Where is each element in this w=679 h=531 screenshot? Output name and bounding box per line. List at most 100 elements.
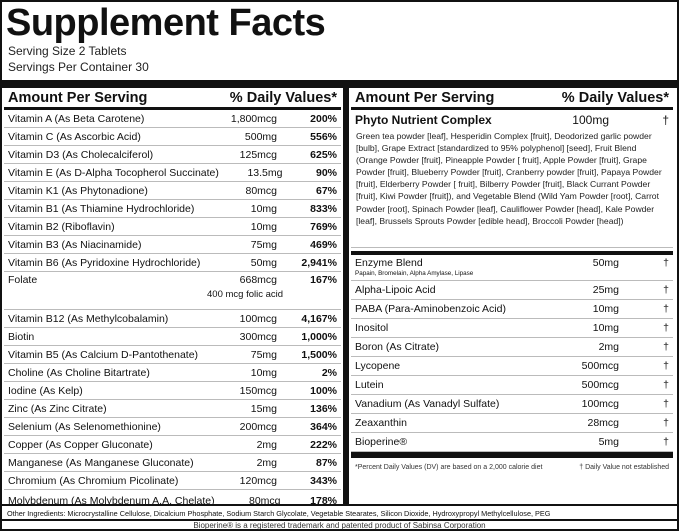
nutrient-name: Vanadium (As Vanadyl Sulfate) xyxy=(355,398,500,410)
nutrient-dv: 1,000% xyxy=(301,330,337,343)
nutrient-amount: 10mg xyxy=(250,202,277,215)
nutrient-dv: 222% xyxy=(310,438,337,451)
nutrient-amount: 10mg xyxy=(592,303,619,315)
nutrient-row: Folate 668mcg 400 mcg folic acid 167% xyxy=(4,272,341,310)
nutrient-row: PABA (Para-Aminobenzoic Acid) 10mg † xyxy=(351,300,673,319)
nutrient-dv: † xyxy=(663,284,669,296)
nutrient-name: Vitamin B1 (As Thiamine Hydrochloride) xyxy=(8,202,195,215)
phyto-description: Green tea powder [leaf], Hesperidin Comp… xyxy=(351,130,673,248)
divider-bar xyxy=(2,80,677,88)
nutrient-dv: 4,167% xyxy=(301,312,337,325)
nutrient-row: Vitamin B1 (As Thiamine Hydrochloride) 10… xyxy=(4,200,341,218)
nutrient-amount: 10mg xyxy=(250,366,277,379)
nutrient-sub: 400 mcg folic acid xyxy=(207,289,284,300)
nutrient-name: Vitamin B6 (As Pyridoxine Hydrochloride) xyxy=(8,256,201,269)
nutrient-name: Boron (As Citrate) xyxy=(355,341,440,353)
phyto-row: Phyto Nutrient Complex 100mg † xyxy=(351,110,673,130)
nutrient-amount: 28mcg xyxy=(587,417,619,429)
nutrient-name: Enzyme Blend xyxy=(355,257,423,269)
nutrient-dv: † xyxy=(663,360,669,372)
nutrient-dv: 769% xyxy=(310,220,337,233)
nutrient-name: Iodine (As Kelp) xyxy=(8,384,83,397)
nutrient-row: Chromium (As Chromium Picolinate) 120mcg 3… xyxy=(4,472,341,490)
nutrient-row: Vitamin D3 (As Cholecalciferol) 125mcg 625… xyxy=(4,146,341,164)
header-amount: Amount Per Serving xyxy=(355,90,495,106)
nutrient-name: Folate xyxy=(8,274,38,286)
left-header: Amount Per Serving % Daily Values* xyxy=(4,88,341,110)
nutrient-name: Phyto Nutrient Complex xyxy=(355,113,492,127)
nutrient-dv: † xyxy=(663,322,669,334)
nutrient-dv: † xyxy=(663,398,669,410)
nutrient-amount: 668mcg 400 mcg folic acid xyxy=(207,274,284,300)
nutrient-amount: 2mg xyxy=(256,438,277,451)
nutrient-dv: 364% xyxy=(310,420,337,433)
footnote-dagger: † Daily Value not established xyxy=(579,464,669,471)
nutrient-name: Selenium (As Selenomethionine) xyxy=(8,420,161,433)
header-amount: Amount Per Serving xyxy=(8,90,148,106)
nutrient-row: Bioperine® 5mg † xyxy=(351,433,673,452)
nutrient-row: Vitamin B5 (As Calcium D-Pantothenate) 75… xyxy=(4,346,341,364)
divider-bar xyxy=(351,452,673,458)
nutrient-amount: 5mg xyxy=(598,436,619,448)
nutrient-row: Selenium (As Selenomethionine) 200mcg 364% xyxy=(4,418,341,436)
nutrient-name: Vitamin B2 (Riboflavin) xyxy=(8,220,115,233)
nutrient-row: Manganese (As Manganese Gluconate) 2mg 87% xyxy=(4,454,341,472)
nutrient-dv: 167% xyxy=(310,274,337,286)
right-header: Amount Per Serving % Daily Values* xyxy=(351,88,673,110)
nutrient-name: Bioperine® xyxy=(355,436,408,448)
column-divider xyxy=(343,88,349,504)
nutrient-amount: 25mg xyxy=(592,284,619,296)
nutrient-row: Vanadium (As Vanadyl Sulfate) 100mcg † xyxy=(351,395,673,414)
nutrient-amount: 150mcg xyxy=(239,384,277,397)
nutrient-row: Lutein 500mcg † xyxy=(351,376,673,395)
nutrient-row: Lycopene 500mcg † xyxy=(351,357,673,376)
nutrient-row: Vitamin E (As D-Alpha Tocopherol Succina… xyxy=(4,164,341,182)
nutrient-amount: 120mcg xyxy=(239,474,277,487)
nutrient-name: Vitamin B12 (As Methylcobalamin) xyxy=(8,312,169,325)
nutrient-row: Vitamin A (As Beta Carotene) 1,800mcg 200% xyxy=(4,110,341,128)
nutrient-name: Vitamin B5 (As Calcium D-Pantothenate) xyxy=(8,348,199,361)
nutrient-row: Vitamin B12 (As Methylcobalamin) 100mcg 4,… xyxy=(4,310,341,328)
nutrient-dv: 625% xyxy=(310,148,337,161)
nutrient-row: Zeaxanthin 28mcg † xyxy=(351,414,673,433)
nutrient-amount: 15mg xyxy=(250,402,277,415)
nutrient-name: Lutein xyxy=(355,379,384,391)
nutrient-amount: 75mg xyxy=(250,238,277,251)
nutrient-amount: 500mg xyxy=(244,130,277,143)
serving-size: Serving Size 2 Tablets xyxy=(8,44,127,58)
nutrient-name: Vitamin D3 (As Cholecalciferol) xyxy=(8,148,154,161)
nutrient-name: Lycopene xyxy=(355,360,401,372)
nutrient-amount: 500mcg xyxy=(581,379,619,391)
nutrient-amount: 100mcg xyxy=(239,312,277,325)
nutrient-dv: 343% xyxy=(310,474,337,487)
nutrient-dv: 100% xyxy=(310,384,337,397)
nutrient-name: Vitamin E (As D-Alpha Tocopherol Succina… xyxy=(8,166,219,179)
nutrient-amount: 500mcg xyxy=(581,360,619,372)
nutrient-amount: 10mg xyxy=(592,322,619,334)
nutrient-dv: 200% xyxy=(310,112,337,125)
nutrient-row: Zinc (As Zinc Citrate) 15mg 136% xyxy=(4,400,341,418)
nutrient-row: Vitamin K1 (As Phytonadione) 80mcg 67% xyxy=(4,182,341,200)
nutrient-amount: 100mg xyxy=(572,113,609,127)
nutrient-amount: 75mg xyxy=(250,348,277,361)
nutrient-dv: † xyxy=(663,417,669,429)
nutrient-name: Inositol xyxy=(355,322,389,334)
nutrient-dv: 2,941% xyxy=(301,256,337,269)
nutrient-dv: 469% xyxy=(310,238,337,251)
nutrient-dv: † xyxy=(663,341,669,353)
nutrient-row: Vitamin B3 (As Niacinamide) 75mg 469% xyxy=(4,236,341,254)
nutrient-dv: † xyxy=(663,436,669,448)
nutrient-dv: † xyxy=(663,257,669,269)
nutrient-amount: 80mcg xyxy=(245,184,277,197)
nutrient-amount: 50mg xyxy=(592,257,619,269)
nutrient-row: Choline (As Choline Bitartrate) 10mg 2% xyxy=(4,364,341,382)
nutrient-name: Zeaxanthin xyxy=(355,417,407,429)
nutrient-amount: 50mg xyxy=(250,256,277,269)
nutrient-amount: 1,800mcg xyxy=(230,112,277,125)
nutrient-row: Iodine (As Kelp) 150mcg 100% xyxy=(4,382,341,400)
nutrient-dv: 1,500% xyxy=(301,348,337,361)
nutrient-sub: Papain, Bromelain, Alpha Amylase, Lipase xyxy=(355,270,474,277)
nutrient-name: Choline (As Choline Bitartrate) xyxy=(8,366,150,379)
footnotes: *Percent Daily Values (DV) are based on … xyxy=(351,458,673,477)
